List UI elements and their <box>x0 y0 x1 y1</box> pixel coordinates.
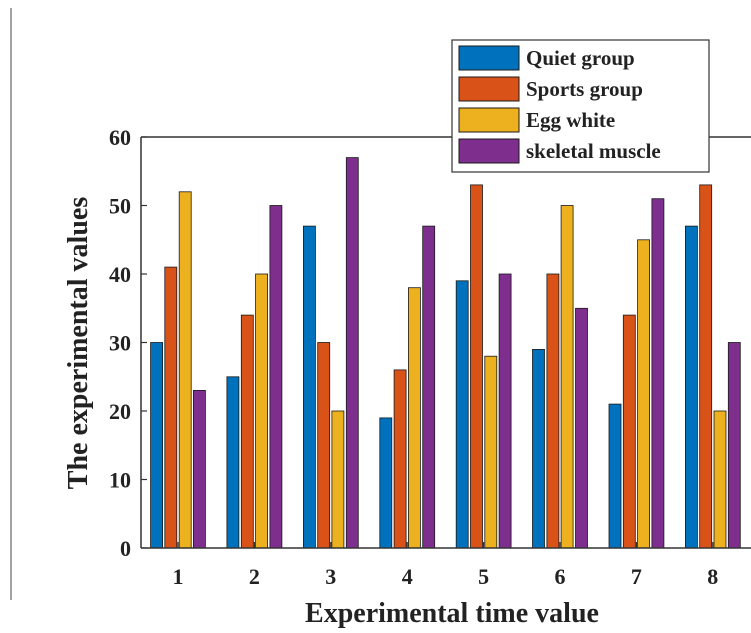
x-ticks-group: 1 2 3 4 5 6 7 8 <box>173 542 718 589</box>
x-tick-label: 1 <box>173 564 184 589</box>
bar-egg-white-8 <box>713 410 727 549</box>
bar-skeletal-muscle-4 <box>422 225 436 549</box>
bars-group <box>150 157 741 549</box>
bar-egg-white-1 <box>178 191 192 549</box>
bar-sports-group-2 <box>240 314 254 549</box>
legend-label: Quiet group <box>526 46 635 70</box>
bar-quiet-group-3 <box>302 225 316 549</box>
x-tick-label: 5 <box>478 564 489 589</box>
x-tick-label: 6 <box>555 564 566 589</box>
y-tick-label: 0 <box>120 536 131 561</box>
bar-skeletal-muscle-5 <box>498 273 512 549</box>
legend-label: skeletal muscle <box>526 139 661 163</box>
bar-quiet-group-5 <box>455 280 469 549</box>
bar-quiet-group-4 <box>379 417 393 549</box>
bar-skeletal-muscle-8 <box>727 342 741 549</box>
bar-sports-group-5 <box>470 184 483 549</box>
bar-egg-white-7 <box>637 239 650 549</box>
bar-egg-white-5 <box>484 355 498 549</box>
legend-label: Egg white <box>526 108 615 132</box>
x-tick-label: 8 <box>707 564 718 589</box>
legend-swatch-quiet-group <box>458 45 520 71</box>
bar-skeletal-muscle-3 <box>345 157 359 549</box>
y-tick-label: 50 <box>109 194 131 219</box>
legend-swatch-skeletal-muscle <box>458 138 520 164</box>
bar-skeletal-muscle-1 <box>192 389 206 549</box>
x-tick-label: 4 <box>402 564 413 589</box>
bar-egg-white-6 <box>560 205 574 549</box>
legend-swatch-sports-group <box>458 76 520 102</box>
bar-egg-white-4 <box>407 287 421 549</box>
bar-quiet-group-6 <box>532 348 545 549</box>
bar-quiet-group-2 <box>226 376 240 549</box>
y-tick-label: 20 <box>109 399 131 424</box>
x-tick-label: 3 <box>325 564 336 589</box>
bar-quiet-group-8 <box>685 225 698 549</box>
legend-swatch-egg-white <box>458 107 520 133</box>
y-tick-label: 30 <box>109 331 131 356</box>
x-tick-label: 2 <box>249 564 260 589</box>
bar-quiet-group-7 <box>608 403 622 549</box>
bar-sports-group-3 <box>317 342 331 549</box>
bar-sports-group-1 <box>164 266 178 549</box>
bar-skeletal-muscle-6 <box>575 307 588 549</box>
y-tick-label: 40 <box>109 262 131 287</box>
y-tick-label: 10 <box>109 468 131 493</box>
y-axis-label: The experimental values <box>63 197 94 490</box>
x-axis-label: Experimental time value <box>305 598 599 629</box>
bar-egg-white-3 <box>331 410 345 549</box>
y-ticks-group: 0 10 20 30 40 50 60 <box>109 125 147 561</box>
bar-skeletal-muscle-2 <box>269 205 283 549</box>
x-tick-label: 7 <box>631 564 642 589</box>
bar-quiet-group-1 <box>150 342 164 549</box>
bar-sports-group-7 <box>622 314 636 549</box>
bar-sports-group-6 <box>546 273 560 549</box>
bar-egg-white-2 <box>255 273 269 549</box>
bar-sports-group-4 <box>393 369 407 549</box>
bar-skeletal-muscle-7 <box>651 198 665 549</box>
legend: Quiet group Sports group Egg white skeletal… <box>451 39 710 173</box>
legend-label: Sports group <box>526 77 643 101</box>
y-tick-label: 60 <box>109 125 131 150</box>
bar-sports-group-8 <box>699 184 713 549</box>
